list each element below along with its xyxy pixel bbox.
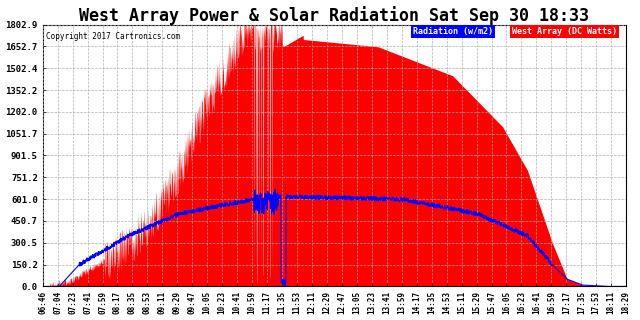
Text: West Array (DC Watts): West Array (DC Watts) [513,27,618,36]
Text: Copyright 2017 Cartronics.com: Copyright 2017 Cartronics.com [45,32,180,41]
Title: West Array Power & Solar Radiation Sat Sep 30 18:33: West Array Power & Solar Radiation Sat S… [79,5,589,25]
Text: Radiation (w/m2): Radiation (w/m2) [413,27,493,36]
